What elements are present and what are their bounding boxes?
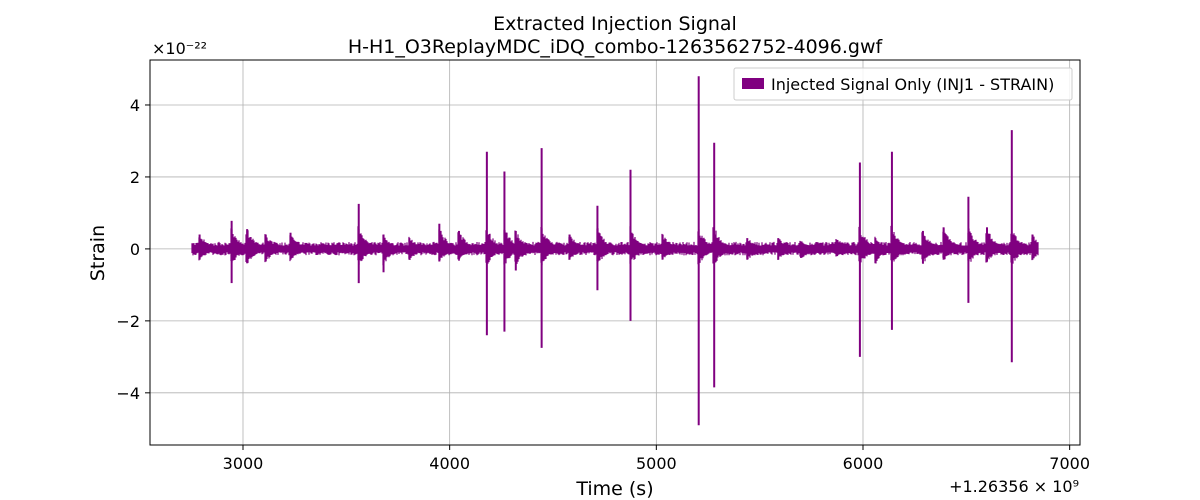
- chart-title: Extracted Injection Signal: [493, 13, 737, 35]
- x-tick-label: 4000: [429, 454, 470, 473]
- legend-box: [733, 67, 1073, 101]
- y-tick-label: 0: [130, 240, 140, 259]
- chart-subtitle: H-H1_O3ReplayMDC_iDQ_combo-1263562752-40…: [348, 36, 884, 58]
- plot-frame: [149, 59, 1081, 446]
- signal-noise-trace: [191, 225, 1039, 266]
- x-axis-label: Time (s): [575, 478, 653, 500]
- axis-ticks: 3000 4000 5000 6000 7000 −4 −2 0 2 4: [116, 96, 1090, 473]
- x-tick-label: 5000: [636, 454, 677, 473]
- y-tick-label: −4: [116, 384, 140, 403]
- x-tick-label: 3000: [223, 454, 264, 473]
- legend: Injected Signal Only (INJ1 - STRAIN): [733, 67, 1073, 101]
- legend-swatch: [742, 78, 764, 89]
- y-axis-label: Strain: [87, 225, 109, 281]
- x-tick-label: 6000: [843, 454, 884, 473]
- y-tick-label: 2: [130, 168, 140, 187]
- y-scale-label: ×10⁻²²: [152, 39, 207, 58]
- series-injected-signal: [191, 76, 1039, 426]
- x-offset-label: +1.26356 × 10⁹: [949, 477, 1079, 496]
- x-tick-label: 7000: [1049, 454, 1090, 473]
- legend-label: Injected Signal Only (INJ1 - STRAIN): [771, 75, 1054, 94]
- grid: [150, 60, 1080, 445]
- y-tick-label: 4: [130, 96, 140, 115]
- y-tick-label: −2: [116, 312, 140, 331]
